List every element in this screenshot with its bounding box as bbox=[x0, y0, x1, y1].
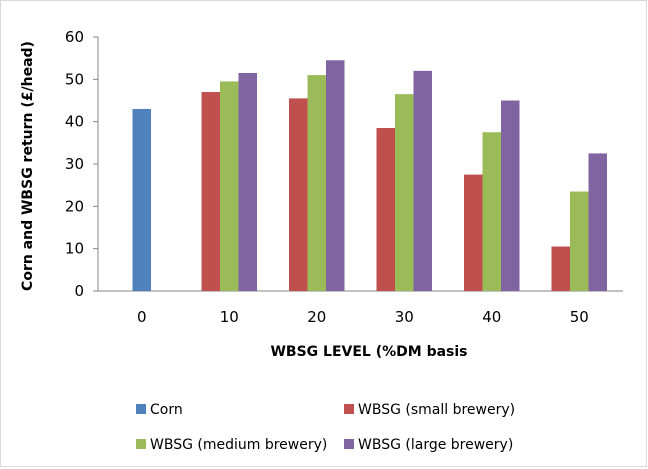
bar-wbsg-large-brewery-10 bbox=[238, 72, 257, 291]
legend-swatch bbox=[344, 404, 354, 414]
y-axis-title: Corn and WBSG return (£/head) bbox=[20, 41, 36, 291]
y-tick-label: 50 bbox=[65, 70, 84, 88]
legend-label: WBSG (small brewery) bbox=[358, 402, 515, 418]
bar-wbsg-medium-brewery-30 bbox=[395, 94, 414, 292]
y-tick-label: 20 bbox=[65, 197, 84, 215]
bar-wbsg-large-brewery-40 bbox=[501, 100, 520, 291]
legend: Corn WBSG (small brewery) WBSG (medium bre… bbox=[136, 402, 515, 453]
x-tick-labels: 0 10 20 30 40 50 bbox=[137, 308, 589, 326]
y-tick-label: 30 bbox=[65, 155, 84, 173]
axes bbox=[97, 37, 623, 292]
bar-wbsg-large-brewery-20 bbox=[326, 60, 345, 292]
x-axis-title: WBSG LEVEL (%DM basis bbox=[270, 344, 467, 360]
legend-label: WBSG (large brewery) bbox=[358, 437, 513, 453]
y-tick-label: 40 bbox=[65, 113, 84, 131]
bar-wbsg-small-brewery-30 bbox=[376, 128, 395, 291]
bar-wbsg-medium-brewery-40 bbox=[482, 132, 501, 291]
x-tick-label: 10 bbox=[220, 308, 239, 326]
y-tick-label: 60 bbox=[65, 28, 84, 46]
legend-swatch bbox=[136, 404, 146, 414]
x-tick-label: 0 bbox=[137, 308, 147, 326]
bar-wbsg-small-brewery-20 bbox=[289, 98, 308, 291]
bars bbox=[132, 60, 607, 292]
bar-wbsg-medium-brewery-10 bbox=[220, 81, 239, 291]
bar-wbsg-medium-brewery-50 bbox=[570, 191, 589, 291]
legend-swatch bbox=[344, 439, 354, 449]
legend-label: Corn bbox=[150, 402, 183, 418]
y-tick-label: 0 bbox=[74, 282, 84, 300]
x-tick-label: 50 bbox=[570, 308, 589, 326]
x-tick-label: 20 bbox=[307, 308, 326, 326]
x-tick-label: 30 bbox=[395, 308, 414, 326]
legend-label: WBSG (medium brewery) bbox=[150, 437, 327, 453]
legend-swatch bbox=[136, 439, 146, 449]
y-tick-labels: 0 10 20 30 40 50 60 bbox=[65, 28, 98, 300]
bar-wbsg-medium-brewery-20 bbox=[307, 75, 326, 291]
bar-wbsg-large-brewery-50 bbox=[588, 153, 607, 291]
x-tick-label: 40 bbox=[482, 308, 501, 326]
y-tick-label: 10 bbox=[65, 240, 84, 258]
bar-wbsg-small-brewery-40 bbox=[464, 174, 483, 291]
bar-wbsg-small-brewery-50 bbox=[551, 246, 570, 291]
bar-corn-0 bbox=[132, 108, 151, 291]
bar-wbsg-large-brewery-30 bbox=[413, 70, 432, 291]
bar-wbsg-small-brewery-10 bbox=[201, 92, 220, 292]
